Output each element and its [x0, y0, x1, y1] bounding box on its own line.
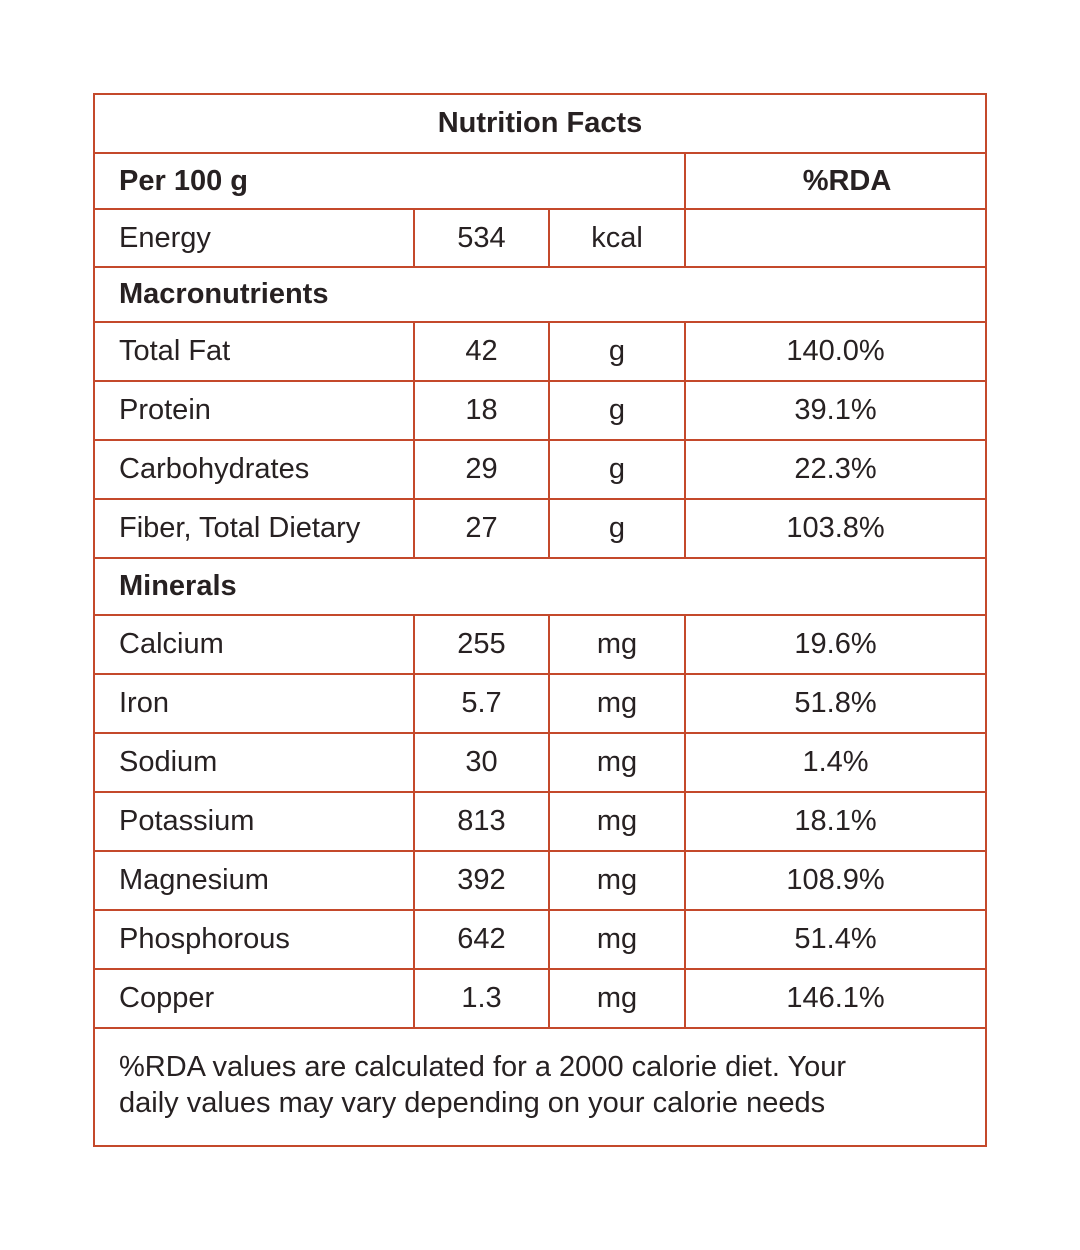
nutrient-name: Iron: [93, 673, 415, 734]
nutrient-name: Sodium: [93, 732, 415, 793]
nutrient-name: Energy: [93, 208, 415, 268]
nutrient-rda: 22.3%: [684, 439, 987, 500]
table-row: Carbohydrates 29 g 22.3%: [93, 439, 987, 500]
nutrient-name: Phosphorous: [93, 909, 415, 970]
nutrient-rda: 1.4%: [684, 732, 987, 793]
footnote-line-1: %RDA values are calculated for a 2000 ca…: [119, 1051, 847, 1083]
nutrient-rda: 39.1%: [684, 380, 987, 441]
section-header-row: Minerals: [93, 557, 987, 616]
nutrient-unit: mg: [548, 909, 686, 970]
section-heading-minerals: Minerals: [93, 557, 987, 616]
nutrient-value: 1.3: [413, 968, 550, 1029]
section-header-row: Macronutrients: [93, 266, 987, 323]
table-row: Magnesium 392 mg 108.9%: [93, 850, 987, 911]
serving-size-label: Per 100 g: [93, 152, 686, 210]
nutrient-value: 18: [413, 380, 550, 441]
nutrient-name: Copper: [93, 968, 415, 1029]
table-row: Potassium 813 mg 18.1%: [93, 791, 987, 852]
table-row: Total Fat 42 g 140.0%: [93, 321, 987, 382]
nutrient-rda: 103.8%: [684, 498, 987, 559]
footnote-row: %RDA values are calculated for a 2000 ca…: [93, 1027, 987, 1147]
nutrient-rda: 140.0%: [684, 321, 987, 382]
nutrient-unit: kcal: [548, 208, 686, 268]
nutrient-name: Fiber, Total Dietary: [93, 498, 415, 559]
nutrient-name: Potassium: [93, 791, 415, 852]
rda-column-header: %RDA: [684, 152, 987, 210]
table-row: Calcium 255 mg 19.6%: [93, 614, 987, 675]
nutrient-unit: mg: [548, 850, 686, 911]
nutrient-value: 5.7: [413, 673, 550, 734]
title-row: Nutrition Facts: [93, 93, 987, 154]
nutrient-unit: g: [548, 498, 686, 559]
nutrient-rda: 51.4%: [684, 909, 987, 970]
nutrient-unit: mg: [548, 614, 686, 675]
nutrient-rda: 108.9%: [684, 850, 987, 911]
footnote: %RDA values are calculated for a 2000 ca…: [93, 1027, 987, 1147]
footnote-line-2: daily values may vary depending on your …: [119, 1087, 826, 1119]
nutrient-value: 42: [413, 321, 550, 382]
nutrient-rda: 146.1%: [684, 968, 987, 1029]
nutrient-value: 255: [413, 614, 550, 675]
nutrient-unit: mg: [548, 732, 686, 793]
nutrient-value: 29: [413, 439, 550, 500]
nutrient-unit: g: [548, 380, 686, 441]
nutrient-value: 27: [413, 498, 550, 559]
nutrient-rda: [684, 208, 987, 268]
nutrient-unit: g: [548, 439, 686, 500]
nutrient-value: 642: [413, 909, 550, 970]
table-row: Iron 5.7 mg 51.8%: [93, 673, 987, 734]
nutrient-value: 30: [413, 732, 550, 793]
nutrient-name: Carbohydrates: [93, 439, 415, 500]
nutrient-value: 392: [413, 850, 550, 911]
page-title: Nutrition Facts: [93, 93, 987, 154]
table-row: Sodium 30 mg 1.4%: [93, 732, 987, 793]
section-heading-macronutrients: Macronutrients: [93, 266, 987, 323]
nutrient-name: Magnesium: [93, 850, 415, 911]
table-row: Copper 1.3 mg 146.1%: [93, 968, 987, 1029]
nutrient-value: 813: [413, 791, 550, 852]
table-row: Fiber, Total Dietary 27 g 103.8%: [93, 498, 987, 559]
nutrient-unit: mg: [548, 673, 686, 734]
nutrient-rda: 18.1%: [684, 791, 987, 852]
nutrient-rda: 19.6%: [684, 614, 987, 675]
energy-row: Energy 534 kcal: [93, 208, 987, 268]
nutrient-rda: 51.8%: [684, 673, 987, 734]
nutrition-facts-label: Nutrition Facts Per 100 g %RDA Energy 53…: [93, 93, 987, 1147]
header-row: Per 100 g %RDA: [93, 152, 987, 210]
table-row: Protein 18 g 39.1%: [93, 380, 987, 441]
nutrition-facts-table: Nutrition Facts Per 100 g %RDA Energy 53…: [93, 93, 987, 1147]
nutrient-name: Calcium: [93, 614, 415, 675]
table-row: Phosphorous 642 mg 51.4%: [93, 909, 987, 970]
nutrient-name: Total Fat: [93, 321, 415, 382]
nutrient-name: Protein: [93, 380, 415, 441]
nutrient-unit: mg: [548, 791, 686, 852]
nutrient-unit: mg: [548, 968, 686, 1029]
nutrient-value: 534: [413, 208, 550, 268]
nutrient-unit: g: [548, 321, 686, 382]
